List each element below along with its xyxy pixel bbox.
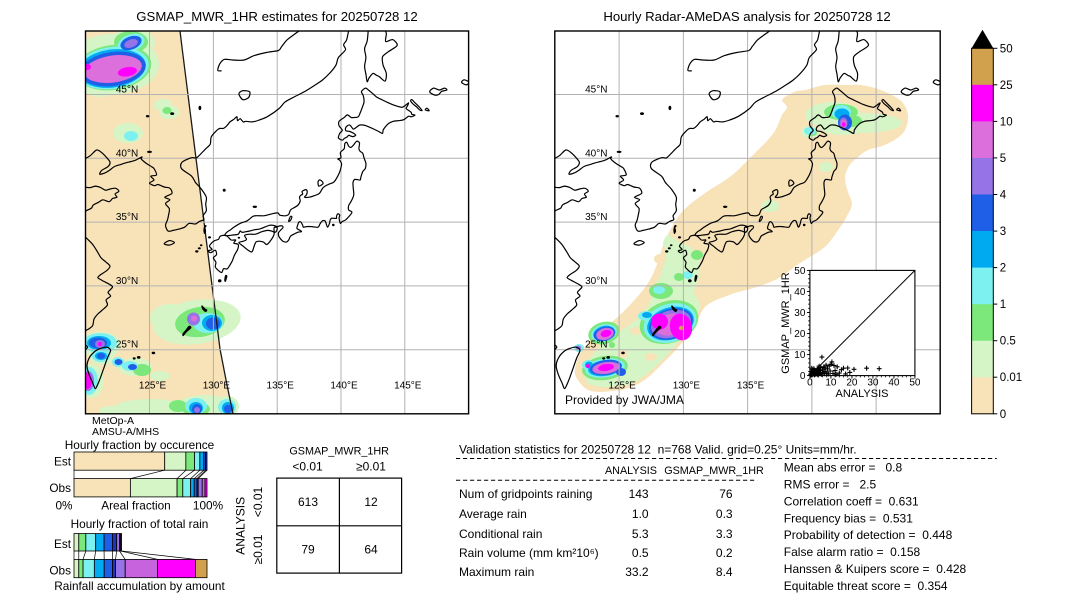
svg-text:1: 1 xyxy=(1000,299,1006,311)
svg-text:0.2: 0.2 xyxy=(716,546,733,560)
svg-text:0%: 0% xyxy=(55,499,73,513)
svg-text:135°E: 135°E xyxy=(737,381,765,392)
svg-text:Obs: Obs xyxy=(49,564,71,578)
svg-text:ANALYSIS: ANALYSIS xyxy=(605,465,657,477)
svg-text:130°E: 130°E xyxy=(673,381,701,392)
svg-text:Average rain: Average rain xyxy=(459,507,527,521)
svg-text:64: 64 xyxy=(364,543,378,557)
svg-text:40: 40 xyxy=(888,377,900,388)
svg-text:MetOp-A: MetOp-A xyxy=(92,415,134,427)
svg-text:GSMAP_MWR_1HR: GSMAP_MWR_1HR xyxy=(664,465,764,477)
svg-text:76: 76 xyxy=(719,487,733,501)
svg-text:50: 50 xyxy=(794,266,806,277)
svg-text:0: 0 xyxy=(1000,409,1006,421)
svg-text:143: 143 xyxy=(629,487,649,501)
svg-text:10: 10 xyxy=(1000,116,1013,128)
svg-text:35°N: 35°N xyxy=(116,212,138,223)
svg-text:12: 12 xyxy=(364,495,378,509)
svg-text:5: 5 xyxy=(1000,153,1006,165)
svg-text:≥0.01: ≥0.01 xyxy=(251,534,265,564)
svg-text:GSMAP_MWR_1HR: GSMAP_MWR_1HR xyxy=(780,272,792,374)
svg-text:10: 10 xyxy=(794,350,806,361)
svg-text:Rainfall accumulation by amoun: Rainfall accumulation by amount xyxy=(54,579,225,593)
svg-text:0.01: 0.01 xyxy=(1000,372,1022,384)
svg-text:Rain volume (mm km²10⁶): Rain volume (mm km²10⁶) xyxy=(459,546,599,560)
svg-text:Hourly Radar-AMeDAS analysis f: Hourly Radar-AMeDAS analysis for 2025072… xyxy=(603,9,890,24)
svg-text:100%: 100% xyxy=(193,499,224,513)
svg-text:Hourly fraction of total rain: Hourly fraction of total rain xyxy=(71,517,209,531)
svg-text:40°N: 40°N xyxy=(585,148,607,159)
svg-text:25°N: 25°N xyxy=(116,340,138,351)
svg-text:613: 613 xyxy=(298,495,318,509)
svg-text:8.4: 8.4 xyxy=(716,565,733,579)
svg-text:1.0: 1.0 xyxy=(632,507,649,521)
svg-text:Est: Est xyxy=(54,455,72,469)
svg-text:20: 20 xyxy=(846,377,858,388)
svg-text:Validation statistics for 2025: Validation statistics for 20250728 12 n=… xyxy=(459,442,857,456)
svg-text:GSMAP_MWR_1HR estimates for 20: GSMAP_MWR_1HR estimates for 20250728 12 xyxy=(136,9,417,24)
svg-text:40: 40 xyxy=(794,287,806,298)
svg-text:30: 30 xyxy=(794,308,806,319)
svg-text:3.3: 3.3 xyxy=(716,527,733,541)
svg-text:3: 3 xyxy=(1000,226,1006,238)
svg-text:30°N: 30°N xyxy=(585,276,607,287)
svg-text:30: 30 xyxy=(867,377,879,388)
svg-text:<0.01: <0.01 xyxy=(251,486,265,517)
svg-text:25: 25 xyxy=(1000,80,1013,92)
svg-text:ANALYSIS: ANALYSIS xyxy=(234,497,248,555)
svg-text:0.5: 0.5 xyxy=(1000,336,1016,348)
svg-text:125°E: 125°E xyxy=(139,381,167,392)
svg-text:Correlation coeff = 0.631: Correlation coeff = 0.631 xyxy=(784,494,919,508)
svg-text:Provided by JWA/JMA: Provided by JWA/JMA xyxy=(565,393,684,407)
svg-text:45°N: 45°N xyxy=(585,85,607,96)
svg-text:Est: Est xyxy=(54,537,72,551)
svg-text:Maximum rain: Maximum rain xyxy=(459,565,534,579)
svg-text:Frequency bias = 0.531: Frequency bias = 0.531 xyxy=(784,511,913,525)
svg-text:Areal fraction: Areal fraction xyxy=(101,499,171,513)
svg-text:GSMAP_MWR_1HR: GSMAP_MWR_1HR xyxy=(289,446,389,458)
svg-text:125°E: 125°E xyxy=(608,381,636,392)
svg-text:10: 10 xyxy=(825,377,837,388)
svg-text:Hanssen & Kuipers score = 0.4: Hanssen & Kuipers score = 0.428 xyxy=(784,562,967,576)
svg-text:79: 79 xyxy=(301,543,315,557)
svg-text:50: 50 xyxy=(1000,43,1013,55)
svg-text:20: 20 xyxy=(794,329,806,340)
svg-text:ANALYSIS: ANALYSIS xyxy=(836,388,889,400)
svg-text:130°E: 130°E xyxy=(203,381,231,392)
svg-text:Probability of detection = 0.: Probability of detection = 0.448 xyxy=(784,528,953,542)
svg-text:<0.01: <0.01 xyxy=(292,460,323,474)
svg-text:30°N: 30°N xyxy=(116,276,138,287)
svg-text:Hourly fraction by occurence: Hourly fraction by occurence xyxy=(65,438,215,452)
svg-text:0.5: 0.5 xyxy=(632,546,649,560)
svg-text:Num of gridpoints raining: Num of gridpoints raining xyxy=(459,487,592,501)
svg-text:0.3: 0.3 xyxy=(716,507,733,521)
svg-text:2: 2 xyxy=(1000,263,1006,275)
svg-text:25°N: 25°N xyxy=(585,340,607,351)
svg-text:AMSU-A/MHS: AMSU-A/MHS xyxy=(92,426,159,438)
svg-text:≥0.01: ≥0.01 xyxy=(356,460,386,474)
svg-text:45°N: 45°N xyxy=(116,85,138,96)
svg-text:0: 0 xyxy=(807,377,813,388)
svg-text:0: 0 xyxy=(800,371,806,382)
svg-text:33.2: 33.2 xyxy=(625,565,649,579)
svg-text:False alarm ratio = 0.158: False alarm ratio = 0.158 xyxy=(784,545,921,559)
svg-text:135°E: 135°E xyxy=(267,381,295,392)
svg-text:50: 50 xyxy=(909,377,921,388)
svg-text:140°E: 140°E xyxy=(330,381,358,392)
svg-text:Conditional rain: Conditional rain xyxy=(459,527,542,541)
svg-text:Equitable threat score = 0.35: Equitable threat score = 0.354 xyxy=(784,579,948,593)
svg-text:145°E: 145°E xyxy=(394,381,422,392)
svg-text:Mean abs error = 0.8: Mean abs error = 0.8 xyxy=(784,461,903,475)
svg-text:Obs: Obs xyxy=(49,481,71,495)
svg-text:5.3: 5.3 xyxy=(632,527,649,541)
svg-text:4: 4 xyxy=(1000,190,1007,202)
svg-text:40°N: 40°N xyxy=(116,148,138,159)
svg-text:RMS error = 2.5: RMS error = 2.5 xyxy=(784,478,877,492)
svg-text:35°N: 35°N xyxy=(585,212,607,223)
